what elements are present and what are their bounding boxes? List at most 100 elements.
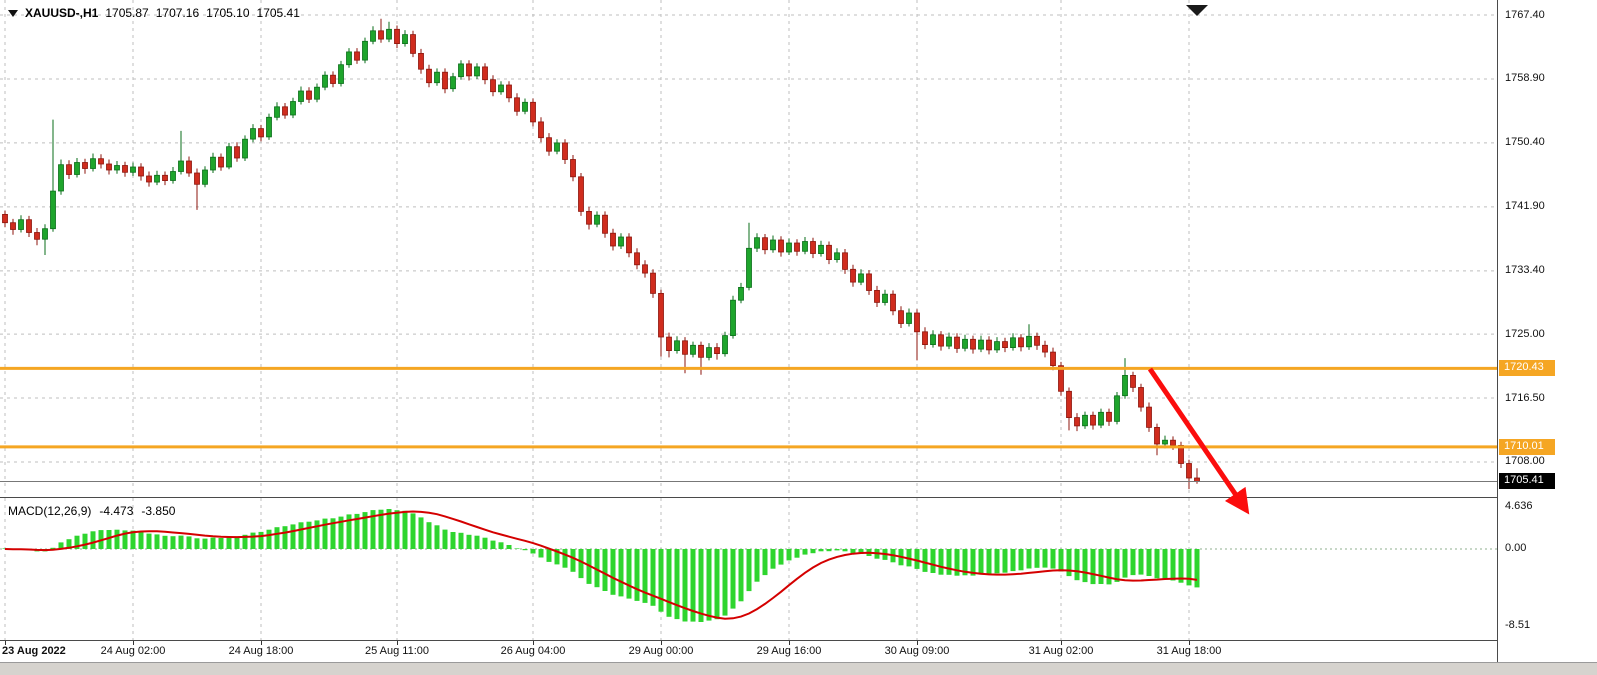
candle: [866, 270, 872, 295]
candle: [34, 228, 40, 246]
candle: [1138, 383, 1144, 412]
chart-shift-marker-icon[interactable]: [1186, 5, 1208, 16]
candle: [50, 119, 56, 232]
candle: [90, 153, 96, 172]
candle: [562, 139, 568, 164]
candle: [1186, 459, 1192, 490]
candle: [58, 159, 64, 195]
macd-signal-value: -3.850: [141, 504, 176, 518]
price-axis-label: 1725.00: [1505, 327, 1545, 340]
time-axis-label: 24 Aug 18:00: [228, 645, 294, 657]
candle: [146, 171, 152, 187]
candle: [1066, 387, 1072, 431]
candle: [778, 236, 784, 257]
macd-panel[interactable]: MACD(12,26,9) -4.473 -3.850: [0, 497, 1497, 640]
candle: [290, 97, 296, 119]
candle: [810, 237, 816, 259]
candle: [546, 133, 552, 156]
macd-indicator-label: MACD(12,26,9) -4.473 -3.850: [8, 504, 175, 518]
candle: [1042, 340, 1048, 358]
candle: [2, 210, 8, 228]
price-level-tag: 1720.43: [1499, 360, 1555, 377]
candle: [554, 139, 560, 155]
candle: [1074, 413, 1080, 432]
price-axis[interactable]: 1767.40 1758.90 1750.40 1741.90 1733.40 1725.…: [1497, 0, 1597, 662]
candle: [1050, 347, 1056, 371]
candle: [490, 75, 496, 97]
time-axis-tick: [789, 641, 790, 645]
candle: [370, 26, 376, 45]
candle: [938, 331, 944, 351]
candle: [714, 343, 720, 360]
candle: [362, 37, 368, 64]
candle: [970, 335, 976, 354]
candle: [178, 130, 184, 175]
candle: [1090, 411, 1096, 430]
candle: [1002, 337, 1008, 353]
candle: [354, 48, 360, 64]
time-axis-label: 24 Aug 02:00: [100, 645, 166, 657]
candle: [1026, 324, 1032, 350]
candle: [330, 71, 336, 88]
price-axis-label: 1758.90: [1505, 72, 1545, 85]
price-axis-label: 1741.90: [1505, 200, 1545, 213]
candle: [466, 60, 472, 81]
candle: [154, 170, 160, 186]
candle: [954, 333, 960, 353]
candle: [986, 336, 992, 355]
candle: [850, 264, 856, 287]
time-axis[interactable]: 23 Aug 2022 24 Aug 02:00 24 Aug 18:00 25 Au…: [0, 640, 1497, 662]
candle: [346, 48, 352, 68]
candle: [130, 162, 136, 176]
macd-chart: [0, 498, 1497, 640]
price-axis-label: 1708.00: [1505, 455, 1545, 468]
candle: [10, 218, 16, 235]
candle: [922, 327, 928, 350]
candle: [234, 142, 240, 162]
macd-main-value: -4.473: [99, 504, 134, 518]
time-axis-tick: [133, 641, 134, 645]
candle: [1114, 392, 1120, 425]
candle: [618, 233, 624, 249]
candle: [170, 167, 176, 184]
time-axis-label: 23 Aug 2022: [2, 645, 66, 657]
candle: [570, 155, 576, 182]
symbol-dropdown-icon[interactable]: [8, 9, 18, 17]
time-axis-tick: [917, 641, 918, 645]
candle: [602, 211, 608, 238]
candle: [498, 81, 504, 95]
candle: [194, 168, 200, 210]
candle: [762, 234, 768, 255]
candle: [674, 336, 680, 354]
candle: [114, 161, 120, 174]
price-axis-label: 1733.40: [1505, 264, 1545, 277]
candle: [306, 87, 312, 103]
candle: [298, 86, 304, 105]
candle: [786, 238, 792, 255]
candle: [506, 81, 512, 103]
price-chart-panel[interactable]: XAUUSD-,H1 1705.87 1707.16 1705.10 1705.…: [0, 0, 1497, 497]
candle: [482, 63, 488, 85]
candle: [210, 152, 216, 173]
macd-signal-line: [4, 510, 1198, 620]
candle: [226, 142, 232, 170]
candle: [642, 260, 648, 278]
candle: [242, 135, 248, 161]
macd-axis-label: 0.00: [1505, 541, 1527, 554]
candle: [826, 241, 832, 265]
candle: [730, 295, 736, 339]
candle: [378, 18, 384, 43]
candle: [122, 161, 128, 177]
candle: [26, 215, 32, 237]
candle: [74, 158, 80, 178]
candle: [402, 30, 408, 47]
candle: [882, 289, 888, 306]
candle: [722, 331, 728, 357]
time-axis-label: 26 Aug 04:00: [500, 645, 566, 657]
candle: [690, 341, 696, 358]
window-bottom-strip: [0, 662, 1597, 675]
candle: [258, 124, 264, 142]
candle: [1154, 423, 1160, 456]
macd-histogram: [2, 509, 1200, 622]
candle: [1010, 333, 1016, 351]
